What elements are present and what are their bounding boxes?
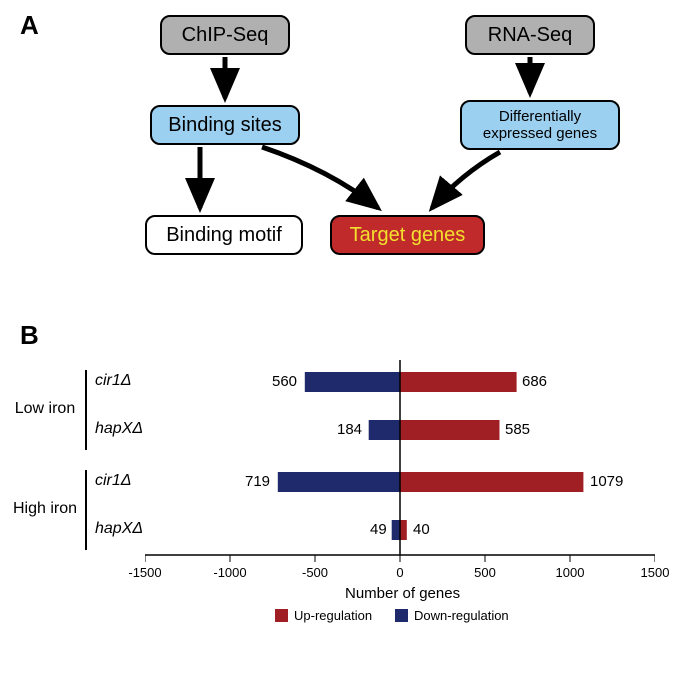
bar-up-0 (400, 372, 517, 392)
flowchart-arrows (0, 0, 677, 290)
bar-chart (145, 360, 655, 590)
bar-up-3 (400, 520, 407, 540)
val-down-1: 184 (337, 421, 362, 438)
val-up-1: 585 (505, 421, 530, 438)
bar-down-2 (278, 472, 400, 492)
xtick-2: -500 (290, 565, 340, 580)
xtick-1: -1000 (205, 565, 255, 580)
group-high-iron-line (85, 470, 87, 550)
val-up-0: 686 (522, 373, 547, 390)
xtick-0: -1500 (120, 565, 170, 580)
legend-down-label: Down-regulation (414, 608, 509, 623)
legend-up-label: Up-regulation (294, 608, 372, 623)
cat-3: hapXΔ (95, 520, 143, 538)
xtick-6: 1500 (630, 565, 677, 580)
xtick-5: 1000 (545, 565, 595, 580)
val-down-3: 49 (370, 521, 387, 538)
bar-down-3 (392, 520, 400, 540)
group-low-iron: Low iron (10, 400, 80, 418)
bar-down-1 (369, 420, 400, 440)
group-low-iron-line (85, 370, 87, 450)
xtick-4: 500 (460, 565, 510, 580)
panel-b-label: B (20, 320, 39, 351)
cat-0: cir1Δ (95, 372, 132, 390)
val-up-2: 1079 (590, 473, 623, 490)
cat-2: cir1Δ (95, 472, 132, 490)
legend-down-swatch (395, 609, 408, 622)
legend-up: Up-regulation (275, 608, 372, 623)
bar-up-2 (400, 472, 583, 492)
group-high-iron: High iron (10, 500, 80, 518)
cat-1: hapXΔ (95, 420, 143, 438)
x-axis-label: Number of genes (345, 585, 460, 602)
bar-up-1 (400, 420, 500, 440)
legend-down: Down-regulation (395, 608, 509, 623)
bar-down-0 (305, 372, 400, 392)
val-down-0: 560 (272, 373, 297, 390)
xtick-3: 0 (375, 565, 425, 580)
legend-up-swatch (275, 609, 288, 622)
val-down-2: 719 (245, 473, 270, 490)
val-up-3: 40 (413, 521, 430, 538)
